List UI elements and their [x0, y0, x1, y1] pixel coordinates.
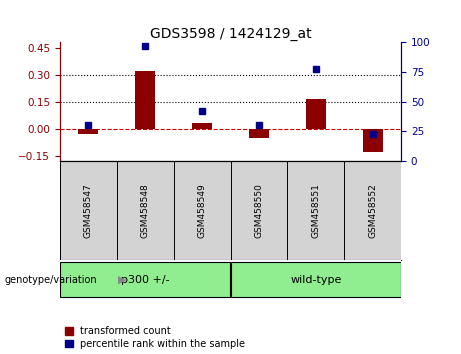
Bar [192, 123, 212, 129]
Bar [249, 129, 269, 138]
Bar [60, 262, 230, 297]
Legend: transformed count, percentile rank within the sample: transformed count, percentile rank withi… [65, 326, 245, 349]
Bar [363, 129, 383, 152]
Text: p300 +/-: p300 +/- [121, 275, 170, 285]
Bar [231, 262, 401, 297]
Title: GDS3598 / 1424129_at: GDS3598 / 1424129_at [150, 28, 311, 41]
Text: GSM458552: GSM458552 [368, 183, 377, 238]
Text: GSM458549: GSM458549 [198, 183, 207, 238]
Text: GSM458550: GSM458550 [254, 183, 263, 238]
Bar [306, 99, 326, 129]
Text: ▶: ▶ [118, 275, 126, 285]
Bar [135, 71, 155, 129]
Text: GSM458551: GSM458551 [311, 183, 320, 238]
Text: wild-type: wild-type [290, 275, 342, 285]
Bar [78, 129, 98, 134]
Text: GSM458547: GSM458547 [84, 183, 93, 238]
Text: GSM458548: GSM458548 [141, 183, 150, 238]
Text: genotype/variation: genotype/variation [5, 275, 97, 285]
